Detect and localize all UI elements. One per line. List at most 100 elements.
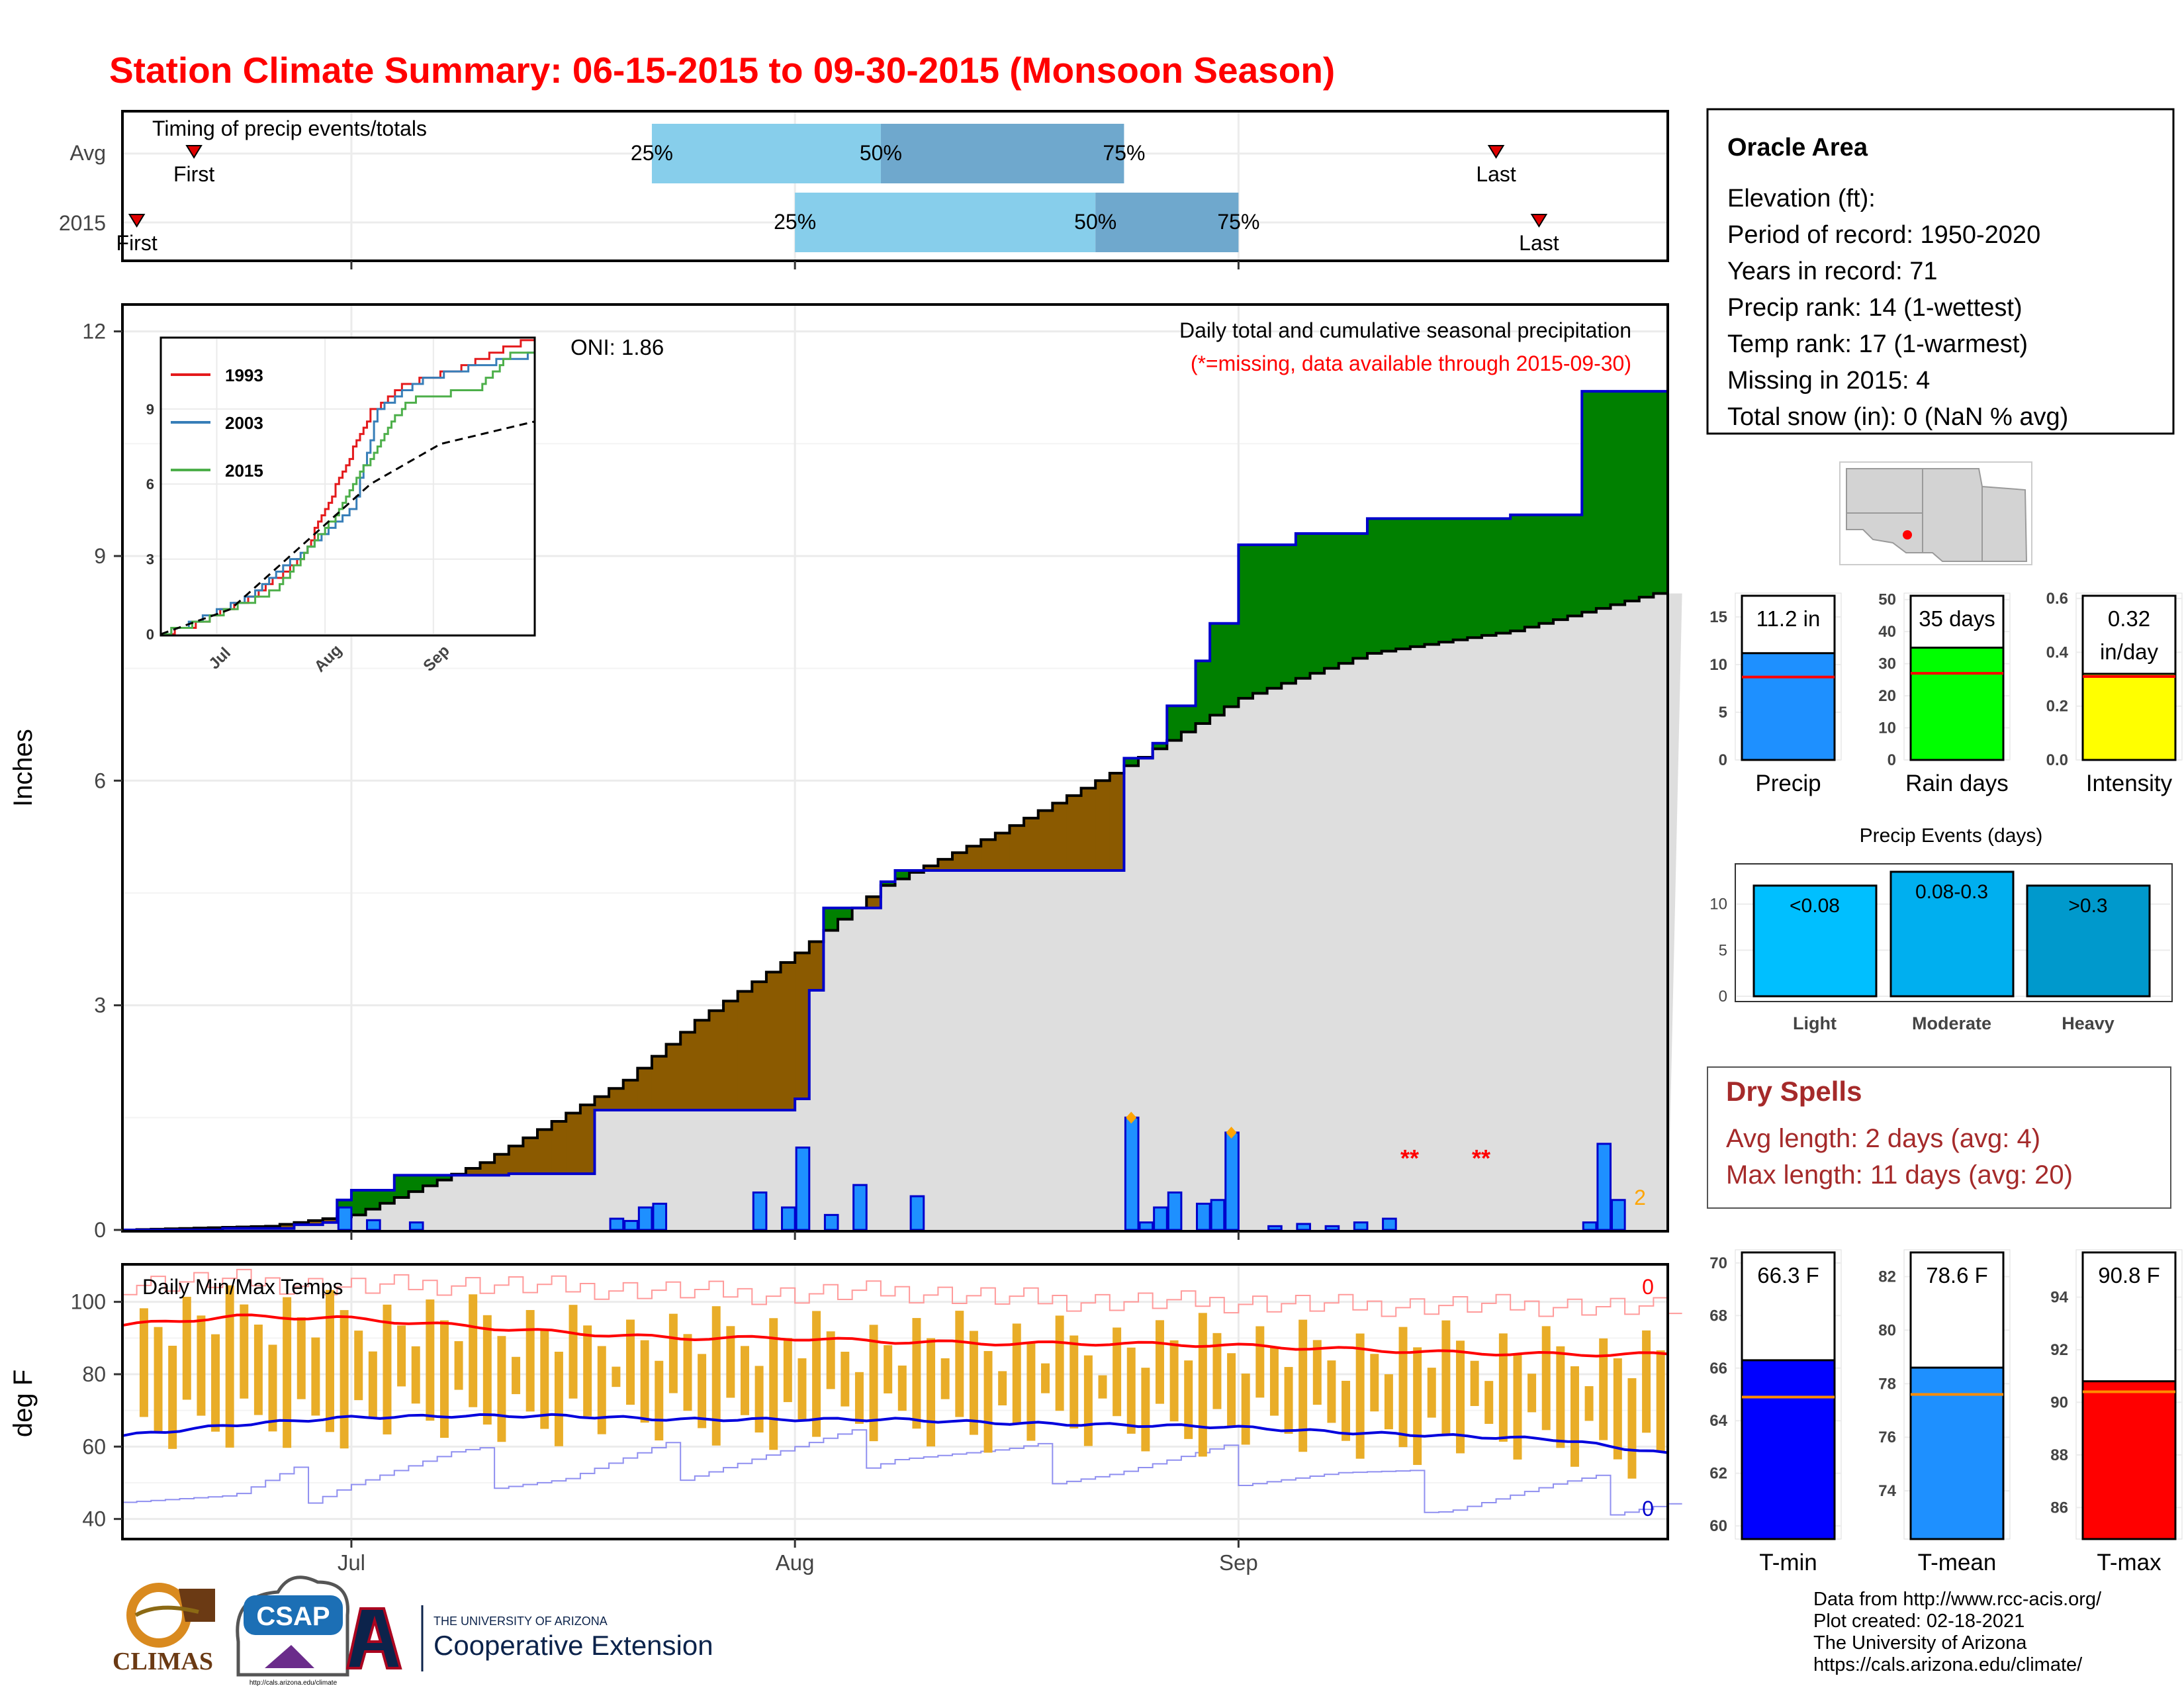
daily-temp-bar-46 xyxy=(783,1338,792,1403)
below-avg-fill-68 xyxy=(1095,780,1111,871)
station-frame xyxy=(1706,108,2175,435)
below-avg-fill-60 xyxy=(981,839,996,871)
daily-precip-bar-7 xyxy=(752,1191,768,1231)
summary-0-y-tick-1: 5 xyxy=(1719,704,1727,722)
events-title: Precip Events (days) xyxy=(1860,825,2043,847)
below-avg-fill-31 xyxy=(566,1113,581,1174)
daily-temp-bar-95 xyxy=(1484,1381,1494,1424)
temp-min-count: 0 xyxy=(1642,1497,1654,1521)
daily-temp-bar-34 xyxy=(612,1366,621,1387)
below-avg-fill-36 xyxy=(637,1068,653,1111)
above-avg-fill-95 xyxy=(1481,518,1497,635)
month-tick-1: Aug xyxy=(776,1550,815,1575)
daily-temp-bar-82 xyxy=(1298,1319,1308,1452)
below-avg-fill-69 xyxy=(1109,773,1125,871)
events-bar-0 xyxy=(1752,884,1878,998)
average-min-line xyxy=(122,1413,1668,1454)
above-avg-fill-91 xyxy=(1424,518,1439,645)
daily-precip-bar-6 xyxy=(652,1202,668,1231)
inset-grid xyxy=(161,339,535,635)
temp-summary-0-y-tick-1: 62 xyxy=(1709,1465,1727,1483)
summary-bars: 0 5 10 15 11.2 in Precip 0 10 20 30 40 50 35 days Rai… xyxy=(1709,590,2183,796)
timing-avg-q75-label: 75% xyxy=(1103,141,1145,165)
daily-temp-bar-13 xyxy=(311,1337,320,1416)
inset-legend: 1993 2003 2015 xyxy=(171,365,263,481)
temp-y-ticks: 40 60 80 100 xyxy=(71,1290,122,1531)
events-bar-label-2: >0.3 xyxy=(2068,895,2107,917)
daily-temp-bar-75 xyxy=(1198,1313,1207,1457)
summary-2-value-label-unit: in/day xyxy=(2100,639,2159,664)
events-panel: Precip Events (days) 0 5 10 <0.08 Light 0.08-… xyxy=(1709,825,2173,1033)
temp-summary-2-y-tick-1: 88 xyxy=(2050,1446,2068,1464)
timing-bars xyxy=(651,124,1239,252)
daily-precip-bar-25 xyxy=(1582,1221,1598,1231)
climas-swoosh xyxy=(134,1605,199,1617)
daily-temp-bar-68 xyxy=(1098,1375,1107,1399)
daily-precip-bar-23 xyxy=(1353,1221,1369,1231)
daily-precip-bar-14 xyxy=(1138,1221,1154,1231)
below-avg-fill-61 xyxy=(995,833,1011,871)
temp-summary-0-y-tick-5: 70 xyxy=(1709,1254,1727,1272)
inset-y-tick-2: 6 xyxy=(146,476,154,492)
temp-summary-0-bar xyxy=(1741,1359,1836,1540)
timing-2015-first-label: First xyxy=(116,231,158,255)
record-min-line xyxy=(122,1429,1682,1516)
inset-y-tick-0: 0 xyxy=(146,626,154,643)
daily-temp-bar-37 xyxy=(655,1360,664,1441)
daily-precip-bar-0 xyxy=(337,1206,353,1231)
main-y-tick-3: 9 xyxy=(94,544,106,568)
daily-temp-bar-4 xyxy=(182,1297,191,1400)
csap-url: http://cals.arizona.edu/climate xyxy=(250,1679,338,1687)
daily-precip-bar-4 xyxy=(623,1219,639,1231)
above-avg-fill-70 xyxy=(1124,758,1139,766)
daily-temp-bar-21 xyxy=(426,1299,435,1421)
summary-2-name: Intensity xyxy=(2086,771,2173,796)
extreme-day-marker-1 xyxy=(1226,1126,1237,1139)
below-avg-fill-44 xyxy=(752,982,767,1111)
month-ticks: Jul Aug Sep xyxy=(338,261,1258,1575)
daily-temp-bar-6 xyxy=(211,1334,220,1432)
daily-temp-bar-94 xyxy=(1470,1360,1479,1407)
above-avg-fill-79 xyxy=(1253,545,1268,694)
timing-avg-q25-q50 xyxy=(651,124,881,183)
temp-summary-2-y-tick-2: 90 xyxy=(2050,1393,2068,1411)
above-avg-fill-105 xyxy=(1625,391,1640,601)
timing-label: Timing of precip events/totals xyxy=(152,117,427,140)
daily-temp-bar-80 xyxy=(1269,1346,1279,1416)
daily-temp-bar-3 xyxy=(168,1345,177,1449)
daily-temp-bar-64 xyxy=(1041,1363,1050,1393)
above-avg-fill-87 xyxy=(1367,518,1383,654)
above-avg-fill-90 xyxy=(1410,518,1426,647)
station-precip-rank: Precip rank: 14 (1-wettest) xyxy=(1727,294,2023,322)
summary-0-name: Precip xyxy=(1755,771,1821,796)
missing-marker-2: ** xyxy=(1472,1145,1490,1172)
above-avg-fill-103 xyxy=(1596,391,1612,609)
temp-summary-2-value-label: 90.8 F xyxy=(2098,1263,2160,1288)
daily-temp-bar-26 xyxy=(497,1336,506,1442)
csap-wordmark: CSAP xyxy=(256,1602,330,1631)
climas-wordmark: CLIMAS xyxy=(113,1648,213,1675)
legend-label-2003: 2003 xyxy=(225,413,263,433)
above-avg-fill-21 xyxy=(423,1175,438,1186)
daily-precip-bar-22 xyxy=(1324,1225,1340,1231)
daily-temp-bar-84 xyxy=(1327,1360,1336,1423)
summary-1-y-tick-5: 50 xyxy=(1878,591,1896,609)
daily-temp-bar-89 xyxy=(1398,1327,1408,1448)
inset-y-tick-3: 9 xyxy=(146,401,154,418)
daily-temp-bar-71 xyxy=(1141,1368,1150,1452)
timing-avg-q50-q75 xyxy=(880,124,1124,183)
timing-2015-last-label: Last xyxy=(1519,231,1559,255)
temp-summary-0-y-tick-0: 60 xyxy=(1709,1517,1727,1535)
oni-label: ONI: 1.86 xyxy=(570,335,664,359)
daily-temp-bar-65 xyxy=(1055,1315,1064,1411)
daily-temp-bar-51 xyxy=(854,1372,864,1424)
extreme-day-marker-0 xyxy=(1126,1111,1137,1124)
daily-temp-bar-86 xyxy=(1355,1333,1365,1459)
summary-0-y-tick-2: 10 xyxy=(1709,656,1727,674)
below-avg-fill-25 xyxy=(480,1162,495,1176)
above-avg-fill-97 xyxy=(1510,514,1525,632)
daily-temp-bar-48 xyxy=(812,1311,821,1437)
dry-spells-max: Max length: 11 days (avg: 20) xyxy=(1726,1160,2073,1190)
above-avg-fill-84 xyxy=(1324,534,1340,669)
